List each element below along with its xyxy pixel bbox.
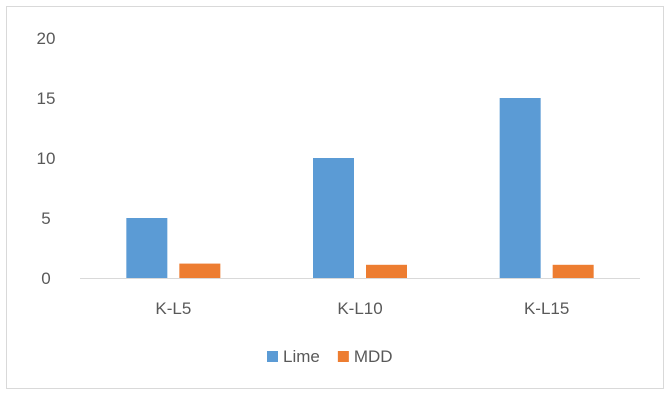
legend-label-lime: Lime [283,347,320,366]
x-axis-ticks: K-L5 K-L10 K-L15 [155,299,569,318]
bar-lime-k-l10 [313,158,354,278]
legend-swatch-mdd [337,351,349,362]
y-tick-label: 15 [37,89,56,108]
x-tick-label: K-L5 [155,299,191,318]
y-tick-label: 20 [37,29,56,48]
chart-frame [6,6,664,389]
legend: Lime MDD [267,347,393,366]
bar-mdd-k-l10 [366,264,407,278]
y-axis-ticks: 0 5 10 15 20 [37,29,56,288]
bar-lime-k-l15 [499,98,541,278]
y-tick-label: 5 [41,209,50,228]
x-tick-label: K-L10 [337,299,382,318]
legend-swatch-lime [267,351,278,362]
y-tick-label: 10 [37,149,56,168]
bar-mdd-k-l15 [552,264,594,278]
bars-group [126,98,594,278]
bar-lime-k-l5 [126,218,168,278]
y-tick-label: 0 [41,269,50,288]
bar-mdd-k-l5 [179,263,221,278]
legend-label-mdd: MDD [354,347,393,366]
x-tick-label: K-L15 [524,299,569,318]
